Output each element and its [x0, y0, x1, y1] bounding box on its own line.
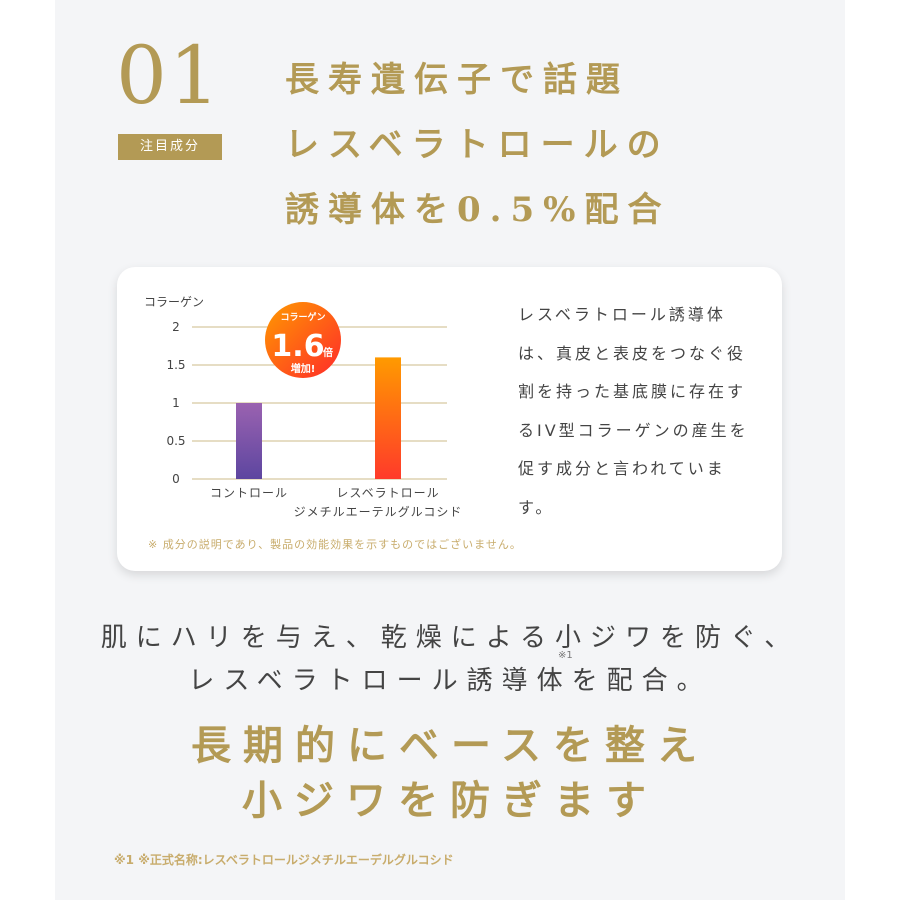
lead-line: 肌にハリを与え、乾燥による小ジワを防ぐ、	[100, 623, 800, 653]
section-title-line: 長寿遺伝子で話題	[285, 60, 629, 100]
callout-badge: コラーゲン 1.6 倍 増加!	[265, 302, 341, 378]
headline-line: 長期的にベースを整え	[191, 722, 709, 769]
x-tick-label: ジメチルエーテルグルコシド	[294, 505, 463, 519]
callout-label: コラーゲン	[280, 311, 325, 323]
bar-1	[375, 357, 401, 479]
y-tick-label: 1.5	[166, 358, 185, 372]
headline-line: 小ジワを防ぎます	[242, 777, 658, 824]
card-description: レスベラトロール誘導体は、真皮と表皮をつなぐ役割を持った基底膜に存在するIV型コ…	[518, 305, 749, 517]
lead-line: レスベラトロール誘導体を配合。	[188, 666, 712, 696]
y-tick-label: 0.5	[166, 434, 185, 448]
info-card	[117, 267, 782, 571]
section-badge: 注目成分	[118, 134, 222, 160]
y-tick-label: 2	[172, 320, 180, 334]
section-number: 01	[116, 29, 222, 122]
callout-value: 1.6	[271, 329, 324, 364]
y-axis-label: コラーゲン	[144, 295, 204, 309]
footnote-marker: ※1	[558, 650, 573, 661]
footnote: ※1 ※正式名称:レスベラトロールジメチルエーデルグルコシド	[114, 853, 454, 867]
bar-0	[236, 403, 262, 479]
section-title-line: 誘導体を0.5%配合	[285, 190, 671, 230]
callout-text: 増加!	[291, 362, 316, 375]
x-tick-label: コントロール	[210, 486, 288, 500]
section-title-line: レスベラトロールの	[285, 125, 670, 165]
card-disclaimer: ※ 成分の説明であり、製品の効能効果を示すものではございません。	[148, 538, 522, 551]
collagen-chart: コラーゲン 0 0.5 1 1.5 2 コントロール レスベラトロールジメチルエーテルグルコ…	[144, 295, 463, 519]
x-tick-label: レスベラトロール	[336, 486, 439, 500]
y-tick-label: 0	[172, 472, 180, 486]
callout-unit: 倍	[323, 346, 333, 359]
y-tick-label: 1	[172, 396, 180, 410]
